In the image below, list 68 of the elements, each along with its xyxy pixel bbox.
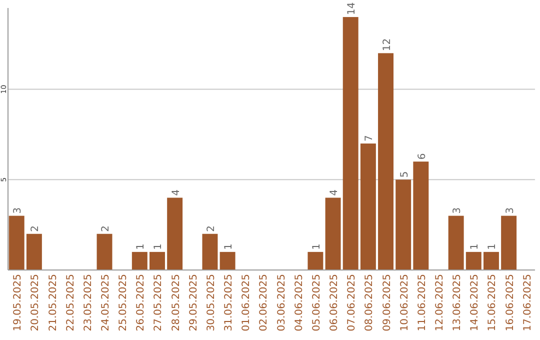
data-label: 1 [153,244,164,250]
x-tick-label: 28.05.2025 [170,274,182,332]
bar [308,252,324,270]
x-tick-label: 22.05.2025 [65,274,76,332]
bar [26,234,42,270]
bar [413,162,429,270]
x-tick-label: 01.06.2025 [241,274,252,332]
bar [167,198,183,270]
data-label: 1 [470,244,481,250]
bar [396,180,412,270]
x-tick-label: 04.06.2025 [294,274,305,332]
x-tick-label: 13.06.2025 [452,274,464,332]
bar [378,53,394,270]
data-label: 7 [364,135,376,142]
bar [8,216,24,270]
x-tick-label: 09.06.2025 [382,274,393,332]
x-tick-label: 21.05.2025 [48,274,59,332]
x-tick-label: 02.06.2025 [258,274,270,332]
data-label: 2 [30,225,42,232]
bar [466,252,482,270]
x-tick-label: 12.06.2025 [434,274,446,332]
x-tick-label: 24.05.2025 [100,274,112,332]
x-tick-label: 19.05.2025 [12,274,24,332]
x-tick-label: 05.06.2025 [311,274,322,332]
x-tick-label: 17.06.2025 [522,274,534,332]
bar [150,252,165,270]
data-label: 2 [100,225,112,232]
x-tick-label: 03.06.2025 [276,274,288,332]
data-label: 4 [170,189,182,196]
data-label: 3 [504,207,516,214]
x-tick-label: 07.06.2025 [346,274,358,332]
x-tick-label: 25.05.2025 [118,274,130,332]
data-label: 2 [206,225,217,232]
x-tick-label: 06.06.2025 [329,274,340,332]
x-tick-label: 31.05.2025 [224,274,235,332]
data-label: 3 [452,207,464,214]
data-label: 3 [12,207,24,214]
bar [96,234,112,270]
data-label: 6 [416,153,428,160]
bar [202,234,218,270]
x-tick-label: 11.06.2025 [416,274,428,332]
x-tick-label: 14.06.2025 [470,274,481,332]
bar [448,216,464,270]
x-tick-label: 29.05.2025 [188,274,200,332]
bar [342,17,358,270]
data-label: 1 [311,244,322,250]
data-label: 1 [224,244,235,250]
data-label: 1 [136,244,147,250]
bar [220,252,236,270]
x-tick-label: 20.05.2025 [30,274,42,332]
bar [483,252,499,270]
bar [132,252,148,270]
x-tick-label: 26.05.2025 [136,274,147,332]
bar [325,198,341,270]
x-tick-label: 08.06.2025 [364,274,376,332]
data-label: 4 [329,189,340,196]
data-label: 12 [382,38,393,52]
bar [360,144,376,270]
x-tick-label: 10.06.2025 [399,274,410,332]
data-label: 5 [399,171,410,178]
data-label: 14 [346,2,358,16]
data-label: 1 [487,244,498,250]
x-tick-label: 30.05.2025 [206,274,217,332]
x-tick-label: 15.06.2025 [487,274,498,332]
x-tick-label: 23.05.2025 [82,274,94,332]
bar [501,216,517,270]
x-tick-label: 27.05.2025 [153,274,164,332]
x-tick-label: 16.06.2025 [504,274,516,332]
